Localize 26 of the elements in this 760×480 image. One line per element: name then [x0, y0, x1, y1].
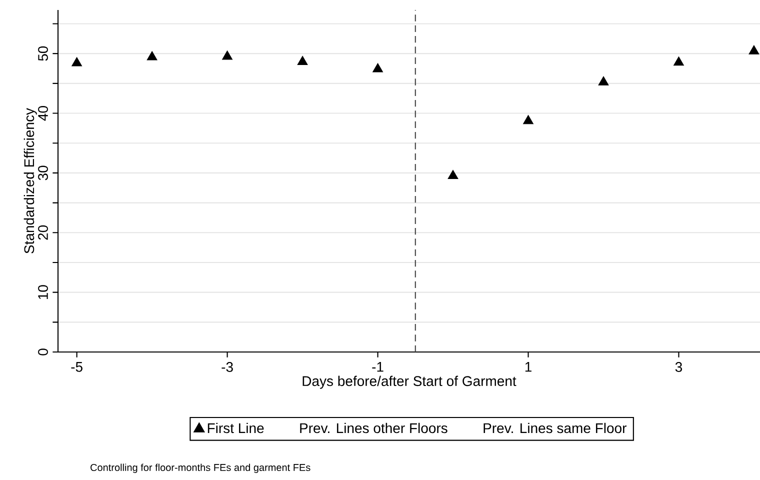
y-tick-label: 50 [38, 46, 48, 61]
y-tick-label: 30 [38, 166, 48, 180]
y-tick-label: 0 [38, 348, 48, 356]
legend-label: First Line [208, 422, 264, 434]
y-axis-title: Standardized Efficiency [24, 108, 37, 254]
text: Prev. Lines other Floors [300, 422, 448, 434]
text: Controlling for floor-months FEs and garment FEs [90, 464, 310, 474]
point [72, 57, 82, 66]
x-tick-label: -5 [71, 362, 82, 372]
point [297, 56, 308, 66]
text: Prev. Lines same Floor [484, 422, 626, 434]
point [146, 51, 158, 60]
x-tick-label: -3 [222, 362, 233, 372]
point [372, 63, 384, 72]
x-tick-label: 3 [675, 362, 682, 372]
y-tick-label: 40 [38, 106, 48, 121]
point [448, 170, 458, 180]
point [598, 76, 609, 86]
x-tick-label: 1 [525, 362, 532, 372]
point [523, 115, 534, 124]
y-tick-label: 10 [38, 285, 48, 300]
x-axis-title: Days before/after Start of Garment [302, 376, 516, 389]
point [222, 50, 233, 60]
x-tick-label: -1 [372, 362, 384, 372]
y-tick-label: 20 [38, 225, 48, 240]
point [674, 56, 684, 66]
